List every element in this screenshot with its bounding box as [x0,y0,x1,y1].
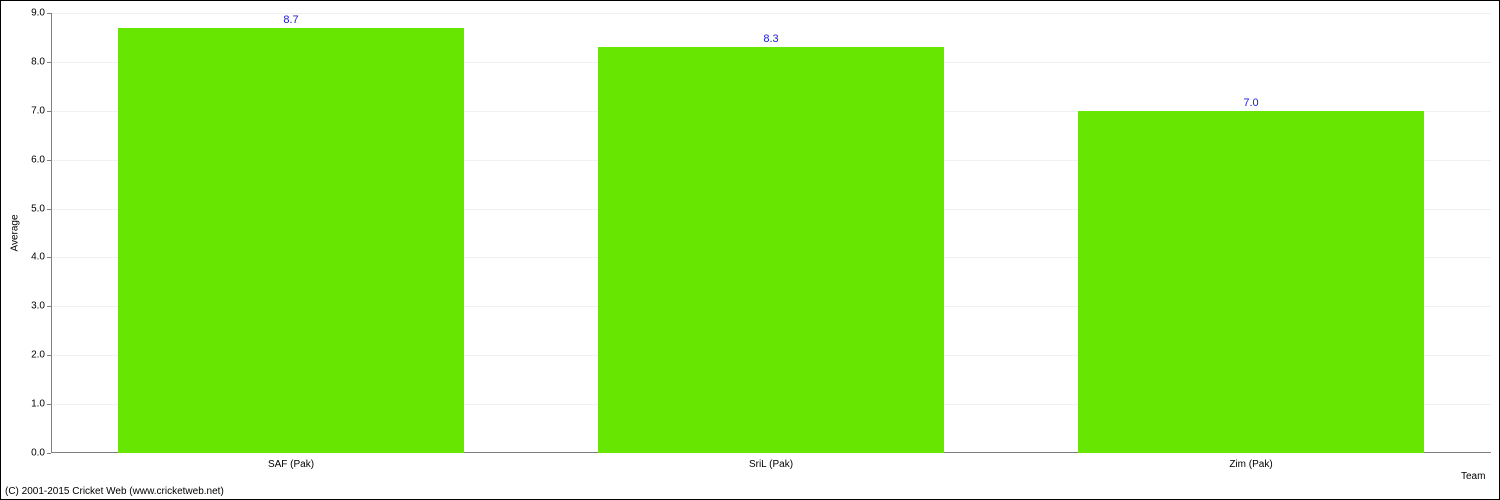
y-tick-label: 9.0 [31,8,45,19]
y-tick-label: 8.0 [31,56,45,67]
y-tick-label: 1.0 [31,399,45,410]
y-tick-label: 2.0 [31,350,45,361]
plot-area: 0.01.02.03.04.05.06.07.08.09.08.7SAF (Pa… [51,13,1491,453]
x-tick-label: Zim (Pak) [1229,459,1272,470]
y-tick [47,453,51,454]
y-tick-label: 6.0 [31,154,45,165]
y-tick-label: 7.0 [31,105,45,116]
bar [118,28,464,453]
bar-value-label: 8.3 [763,33,778,45]
x-axis-title: Team [1461,471,1485,482]
y-tick-label: 4.0 [31,252,45,263]
y-tick-label: 0.0 [31,448,45,459]
x-tick-label: SriL (Pak) [749,459,793,470]
x-tick-label: SAF (Pak) [268,459,314,470]
y-tick-label: 5.0 [31,203,45,214]
bar-value-label: 8.7 [283,14,298,26]
copyright-text: (C) 2001-2015 Cricket Web (www.cricketwe… [5,486,224,497]
y-tick-label: 3.0 [31,301,45,312]
y-axis-title: Average [10,214,21,251]
bar [598,47,944,453]
chart-container: 0.0 1.0 2.0 3.0 4.0 5.0 6.0 7.0 8.0 9.0 8.7 SAF (Pa… [0,0,1500,500]
bar [1078,111,1424,453]
gridline [51,13,1491,14]
y-axis-line [51,13,52,453]
bar-value-label: 7.0 [1243,97,1258,109]
